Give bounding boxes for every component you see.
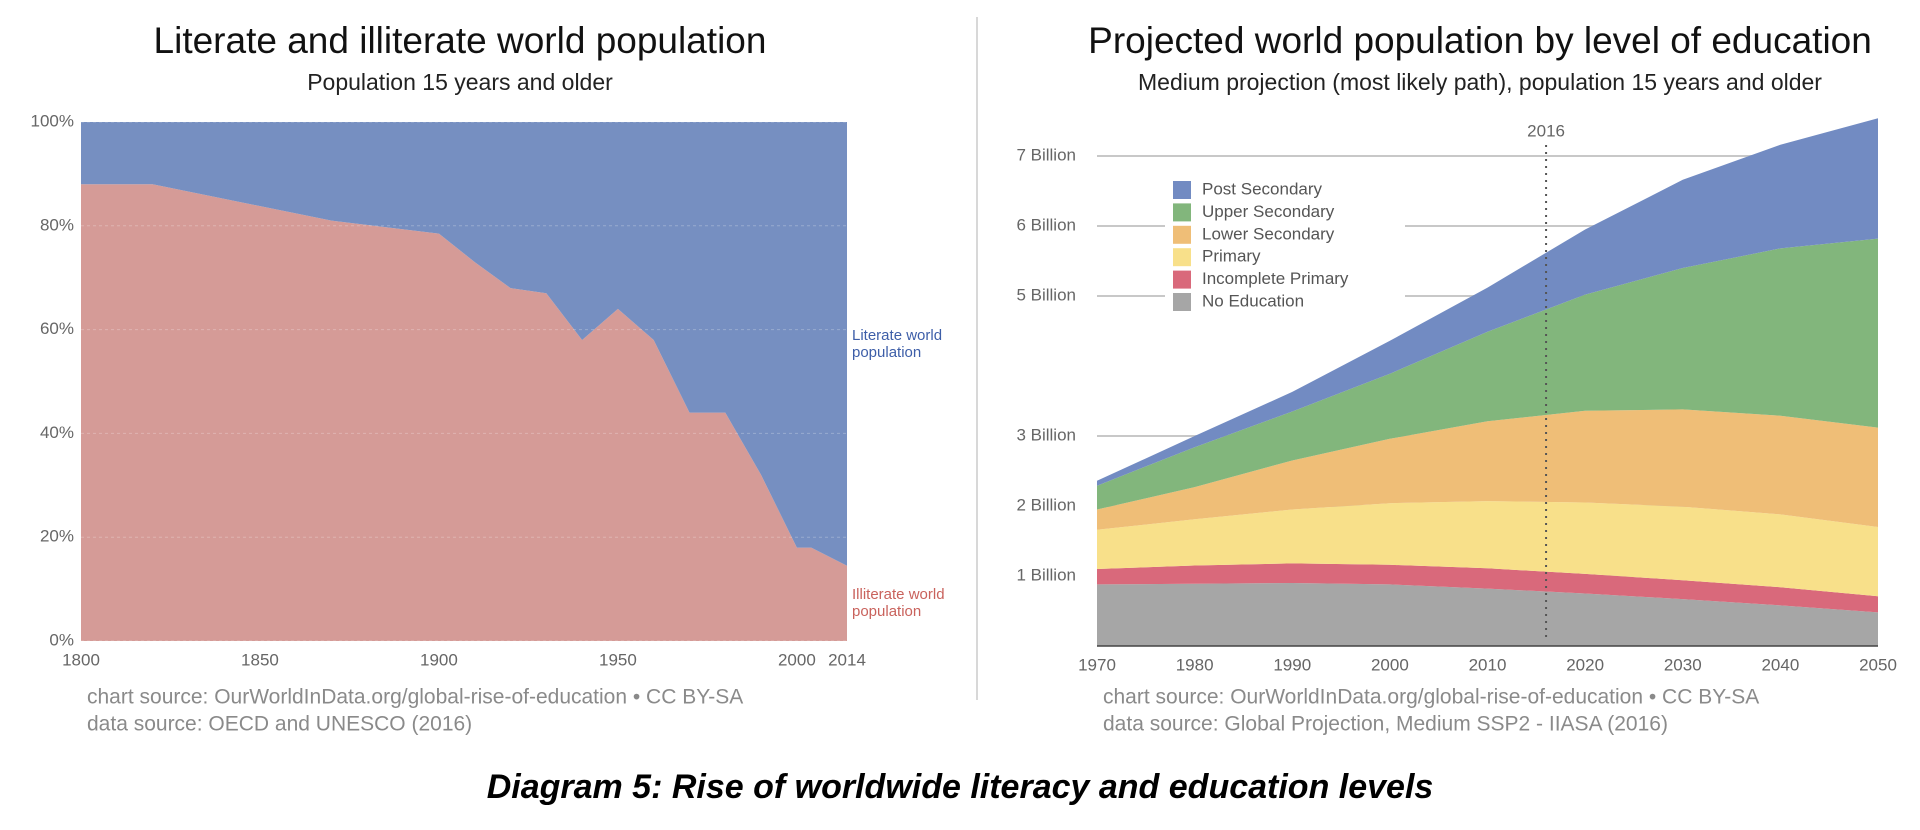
area xyxy=(1097,563,1878,613)
chart-title: Projected world population by level of e… xyxy=(1088,20,1872,61)
area xyxy=(1097,238,1878,510)
x-tick-label: 2040 xyxy=(1761,655,1799,674)
legend-swatch xyxy=(1173,181,1191,199)
x-tick-label: 2000 xyxy=(1371,655,1409,674)
legend-label: Upper Secondary xyxy=(1202,202,1335,221)
y-tick-label: 20% xyxy=(40,527,74,546)
series-label: Literate world population xyxy=(852,326,943,361)
x-tick-label: 1950 xyxy=(599,650,637,669)
area xyxy=(1097,409,1878,530)
source-note: data source: Global Projection, Medium S… xyxy=(1103,713,1668,736)
source-note: data source: OECD and UNESCO (2016) xyxy=(87,713,472,736)
series-label: Illiterate world population xyxy=(852,586,945,621)
x-tick-label: 1990 xyxy=(1273,655,1311,674)
y-tick-label: 2 Billion xyxy=(1016,495,1076,514)
y-tick-label: 7 Billion xyxy=(1016,145,1076,164)
y-tick-label: 80% xyxy=(40,215,74,234)
y-tick-label: 40% xyxy=(40,423,74,442)
y-tick-label: 6 Billion xyxy=(1016,215,1076,234)
legend-swatch xyxy=(1173,270,1191,289)
legend-label: Primary xyxy=(1202,247,1261,266)
legend-label: Incomplete Primary xyxy=(1202,269,1349,288)
legend-swatch xyxy=(1173,225,1191,244)
x-tick-label: 2014 xyxy=(828,650,866,669)
x-tick-label: 1900 xyxy=(420,650,458,669)
x-tick-label: 1850 xyxy=(241,650,279,669)
legend-background xyxy=(1165,172,1405,321)
y-tick-label: 3 Billion xyxy=(1016,425,1076,444)
marker-label: 2016 xyxy=(1527,121,1565,140)
area xyxy=(1097,583,1878,646)
y-tick-label: 0% xyxy=(49,630,74,649)
y-tick-label: 100% xyxy=(31,111,74,130)
legend-label: No Education xyxy=(1202,291,1304,310)
source-note: chart source: OurWorldInData.org/global-… xyxy=(1103,686,1759,709)
legend-swatch xyxy=(1173,293,1191,311)
caption: Diagram 5: Rise of worldwide literacy an… xyxy=(487,768,1434,806)
legend-label: Lower Secondary xyxy=(1202,224,1335,243)
x-tick-label: 2050 xyxy=(1859,655,1897,674)
x-tick-label: 1970 xyxy=(1078,655,1116,674)
legend-swatch xyxy=(1173,203,1191,222)
area xyxy=(1097,501,1878,597)
chart-subtitle: Population 15 years and older xyxy=(307,69,613,95)
legend-label: Post Secondary xyxy=(1202,179,1323,198)
y-tick-label: 1 Billion xyxy=(1016,565,1076,584)
x-tick-label: 2000 xyxy=(778,650,816,669)
legend-swatch xyxy=(1173,248,1191,267)
y-tick-label: 60% xyxy=(40,319,74,338)
area xyxy=(1097,118,1878,486)
x-tick-label: 2030 xyxy=(1664,655,1702,674)
x-tick-label: 2020 xyxy=(1566,655,1604,674)
chart-subtitle: Medium projection (most likely path), po… xyxy=(1138,69,1822,95)
x-tick-label: 1800 xyxy=(62,650,100,669)
area xyxy=(81,184,847,641)
y-tick-label: 5 Billion xyxy=(1016,285,1076,304)
area xyxy=(81,122,847,566)
x-tick-label: 2010 xyxy=(1469,655,1507,674)
chart-title: Literate and illiterate world population xyxy=(154,20,767,61)
x-tick-label: 1980 xyxy=(1176,655,1214,674)
source-note: chart source: OurWorldInData.org/global-… xyxy=(87,686,743,709)
